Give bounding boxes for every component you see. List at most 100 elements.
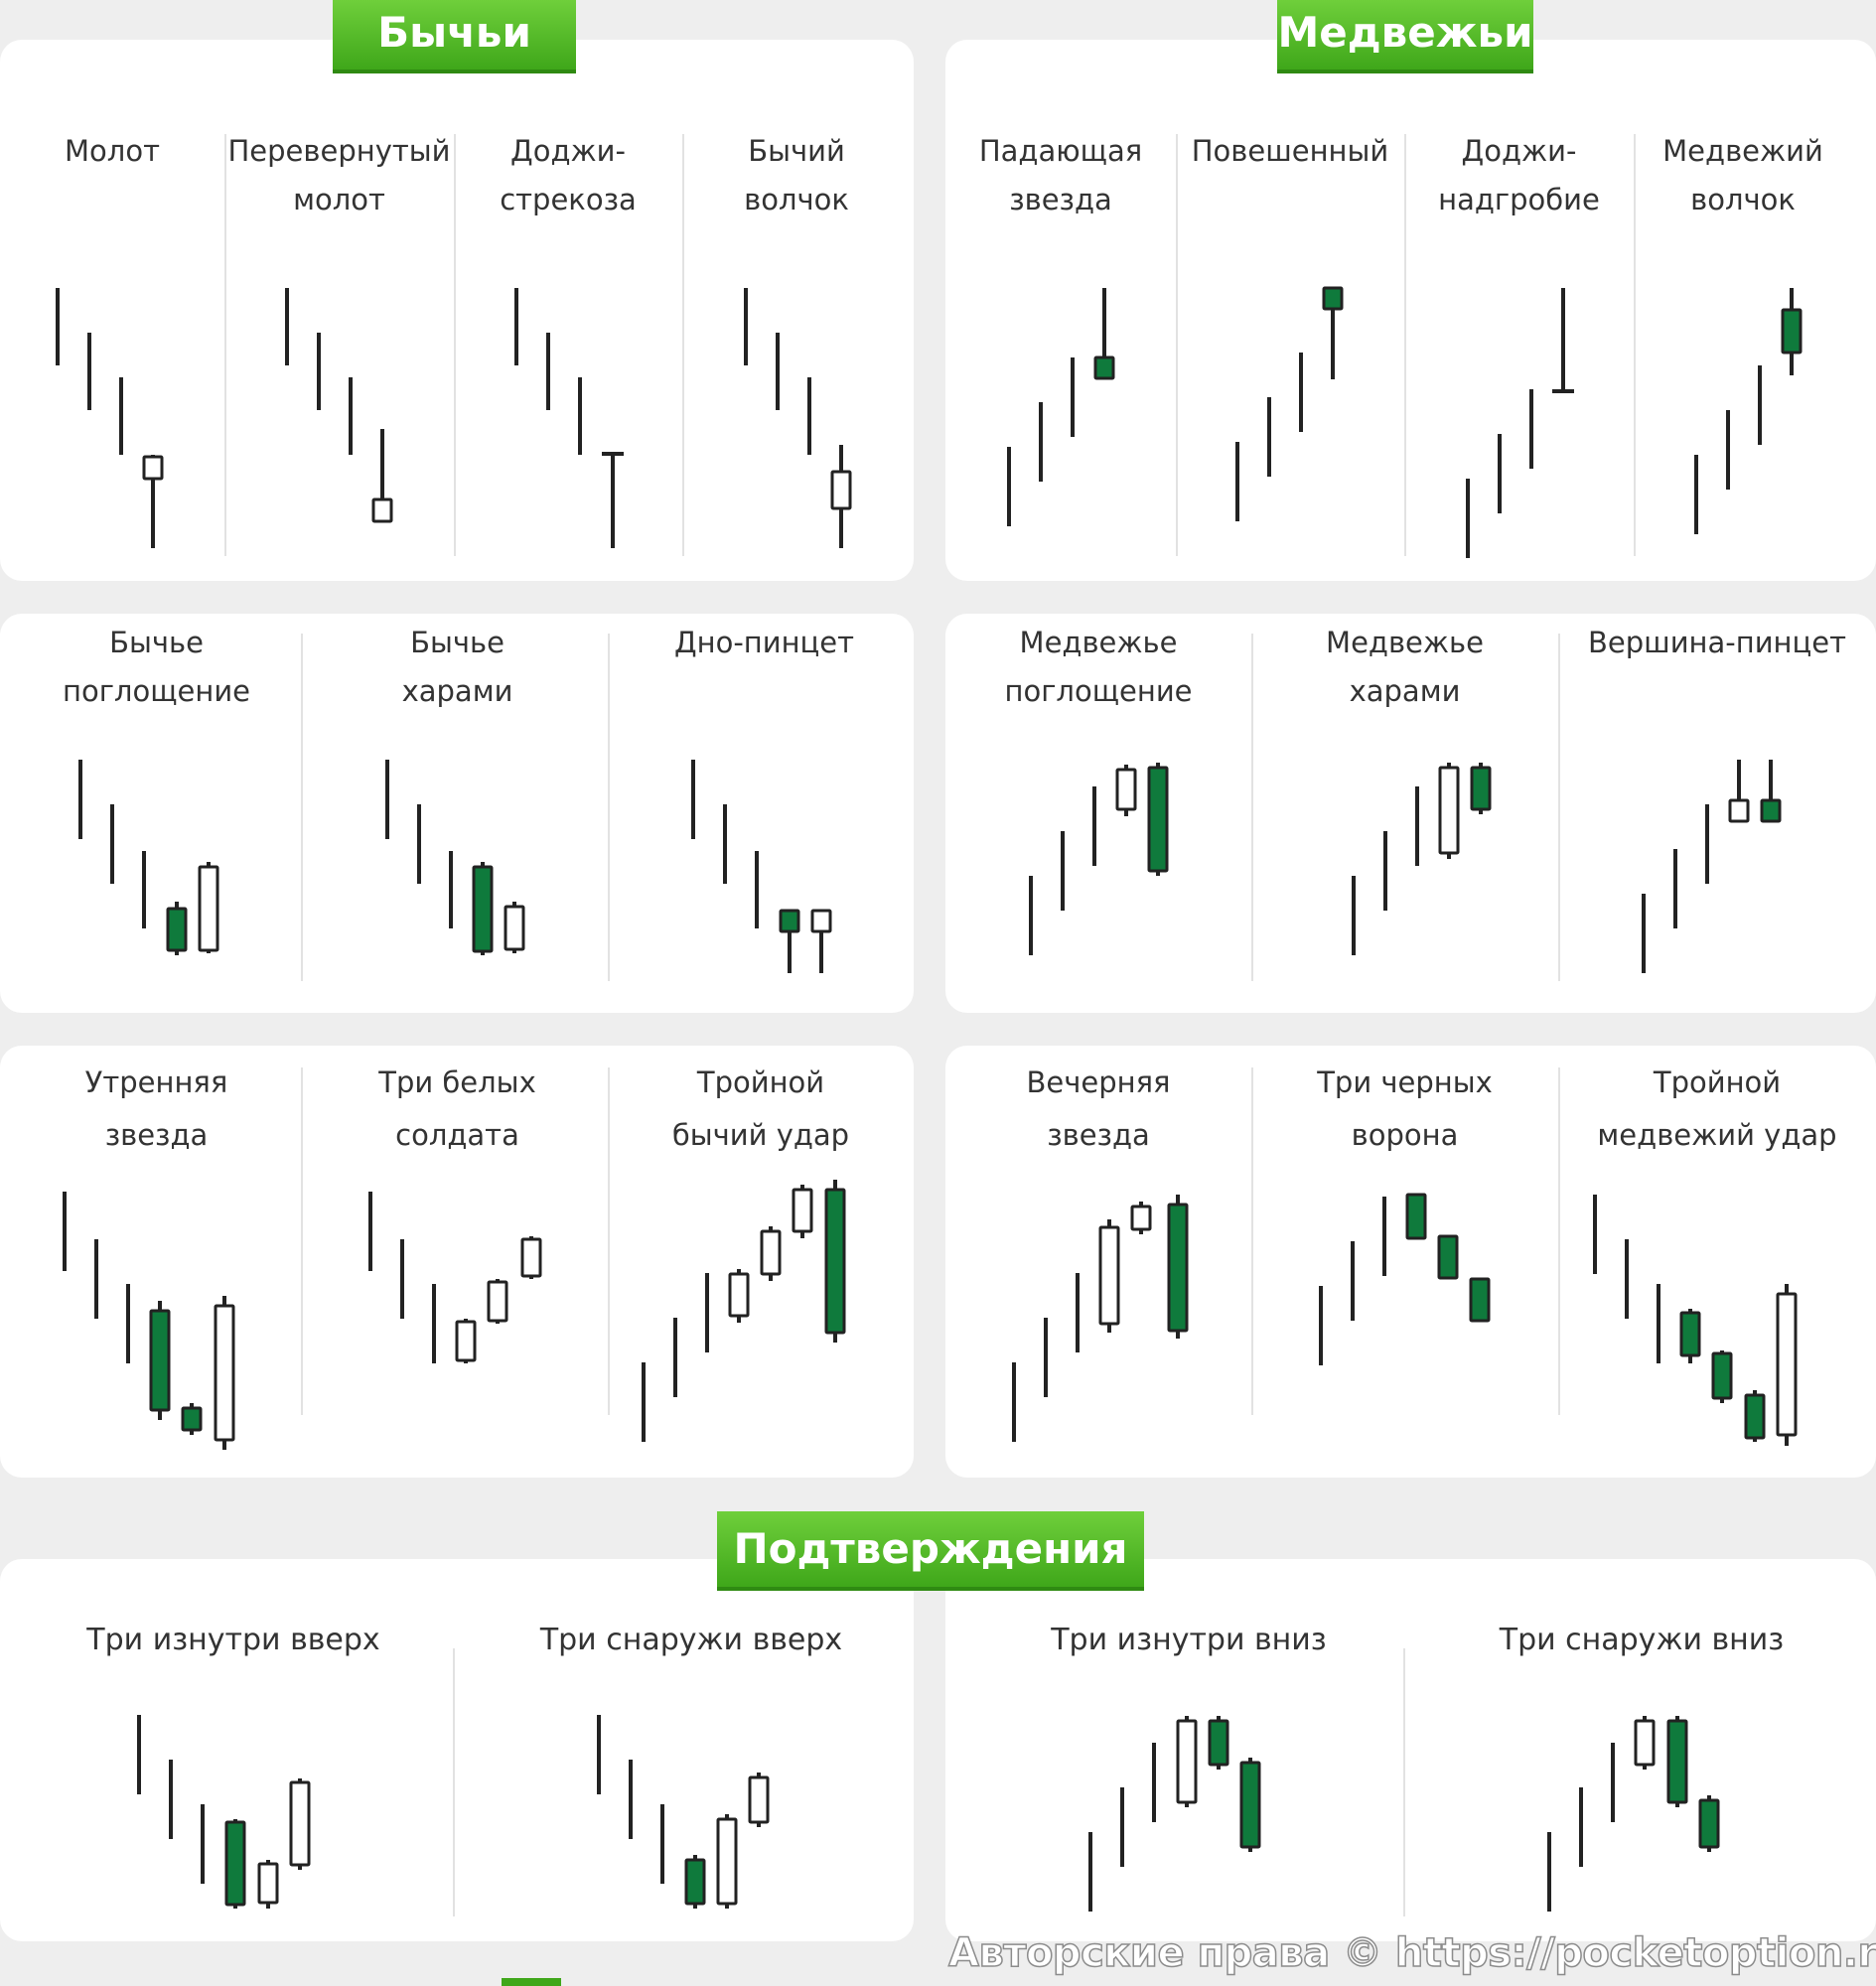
three-outside-up (597, 1715, 770, 1909)
candle-body-green (824, 1188, 846, 1335)
pattern-label-line1: Тройной (1653, 1065, 1782, 1099)
candle-body-green (779, 909, 800, 933)
pattern-label-line1: Бычье (109, 626, 204, 659)
pattern-label-line1: Три черных (1317, 1065, 1493, 1099)
pattern-label-evening-star: Вечерняя звезда (945, 1057, 1251, 1162)
divider (608, 634, 610, 981)
bearish-engulfing (1029, 763, 1169, 955)
three-inside-down (1088, 1716, 1261, 1912)
pattern-label-three-inside-down: Три изнутри вниз (1051, 1623, 1327, 1657)
pattern-label-line1: Медвежье (1019, 626, 1178, 659)
candle-body-white (810, 909, 832, 933)
pattern-label-three-line-strike-bullish: Тройной бычий удар (608, 1057, 914, 1162)
pattern-label-line1: Утренняя (84, 1065, 228, 1099)
inverted-hammer (285, 288, 393, 523)
pattern-label-line1: Доджи- (510, 134, 626, 168)
divider (1558, 1067, 1560, 1415)
pattern-label-line2: волчок (744, 183, 849, 216)
pattern-label-line1: Вечерняя (1026, 1065, 1171, 1099)
bearish-harami (1352, 763, 1492, 955)
pattern-label-line1: Медвежий (1662, 134, 1823, 168)
candle-body-white (1776, 1292, 1798, 1437)
pattern-label-hammer: Молот (0, 127, 224, 176)
next-banner-edge (502, 1978, 561, 1986)
divider (608, 1067, 610, 1415)
pattern-label-line2: стрекоза (500, 183, 637, 216)
bullish-spinning-top (744, 288, 852, 548)
bullish-panel-row2 (0, 614, 914, 1013)
pattern-label-line1: Тройной (696, 1065, 825, 1099)
divider (1176, 134, 1178, 556)
candle-body-green (181, 1406, 203, 1432)
pattern-label-tweezer-bottom: Дно-пинцет (608, 619, 921, 667)
pattern-label-line1: Повешенный (1191, 134, 1389, 168)
pattern-label-bullish-engulfing: Бычье поглощение (0, 619, 313, 716)
pattern-label-bearish-spinning-top: Медвежий волчок (1634, 127, 1852, 224)
confirmations-panel-left (0, 1559, 914, 1941)
candle-body-white (1438, 766, 1460, 855)
pattern-label-line1: Медвежье (1326, 626, 1484, 659)
bearish-spinning-top (1694, 288, 1803, 534)
pattern-label-line2: поглощение (62, 674, 251, 708)
divider (1403, 1648, 1405, 1916)
divider (301, 1067, 303, 1415)
candle-body-white (728, 1272, 750, 1318)
candle-body-white (748, 1775, 770, 1824)
shooting-star (1007, 288, 1115, 526)
morning-star (63, 1192, 235, 1450)
candle-body-green (1469, 1277, 1491, 1323)
pattern-label-line1: Три белых (378, 1065, 536, 1099)
candle-body-green (1698, 1798, 1720, 1849)
pattern-label-dragonfly-doji: Доджи- стрекоза (454, 127, 682, 224)
hammer (56, 288, 164, 548)
candle-body-white (1098, 1225, 1120, 1326)
candle-body-green (1744, 1393, 1766, 1440)
candle-body-green (1208, 1719, 1229, 1767)
pattern-label-shooting-star: Падающая звезда (945, 127, 1176, 224)
divider (453, 1648, 455, 1916)
pattern-label-bearish-engulfing: Медвежье поглощение (945, 619, 1251, 716)
candle-body-green (1167, 1203, 1189, 1333)
divider (1251, 1067, 1253, 1415)
candle-body-green (1679, 1311, 1701, 1357)
candle-body-green (1666, 1719, 1688, 1804)
pattern-label-hanging-man: Повешенный (1176, 127, 1404, 176)
candle-body-green (1093, 355, 1115, 380)
pattern-label-line2: харами (401, 674, 513, 708)
tweezer-bottom (691, 760, 832, 973)
candle-body-white (487, 1280, 508, 1323)
pattern-label-three-white-soldiers: Три белых солдата (301, 1057, 614, 1162)
pattern-label-three-line-strike-bearish: Тройной медвежий удар (1558, 1057, 1876, 1162)
candle-body-white (289, 1780, 311, 1867)
divider (301, 634, 303, 981)
candle-body-white (214, 1304, 235, 1442)
three-outside-down (1547, 1716, 1720, 1912)
bearish-panel-row2 (945, 614, 1876, 1013)
candle-body-green (1147, 766, 1169, 873)
pattern-label-three-outside-down: Три снаружи вниз (1499, 1623, 1785, 1657)
candle-body-white (792, 1188, 813, 1233)
pattern-label-line2: звезда (1047, 1118, 1150, 1152)
three-black-crows (1319, 1193, 1491, 1365)
pattern-label-line2: поглощение (1004, 674, 1193, 708)
pattern-label-gravestone-doji: Доджи- надгробие (1404, 127, 1634, 224)
confirmations-panel-right (945, 1559, 1876, 1941)
bullish-engulfing (78, 760, 219, 955)
pattern-label-three-black-crows: Три черных ворона (1251, 1057, 1558, 1162)
pattern-label-tweezer-top: Вершина-пинцет (1558, 619, 1876, 667)
pattern-label-line2: медвежий удар (1597, 1118, 1837, 1152)
pattern-label-line1: Доджи- (1461, 134, 1577, 168)
three-white-soldiers (368, 1192, 542, 1363)
candle-body-green (149, 1309, 171, 1412)
candle-body-white (1634, 1719, 1656, 1767)
divider (1558, 634, 1560, 981)
pattern-label-bullish-spinning-top: Бычий волчок (682, 127, 911, 224)
candle-body-white (1115, 768, 1137, 811)
pattern-label-inverted-hammer: Перевернутый молот (224, 127, 454, 224)
candle-body-green (166, 907, 188, 952)
pattern-label-line2: волчок (1690, 183, 1796, 216)
divider (1404, 134, 1406, 556)
evening-star (1012, 1195, 1189, 1442)
pattern-label-line2: молот (293, 183, 385, 216)
